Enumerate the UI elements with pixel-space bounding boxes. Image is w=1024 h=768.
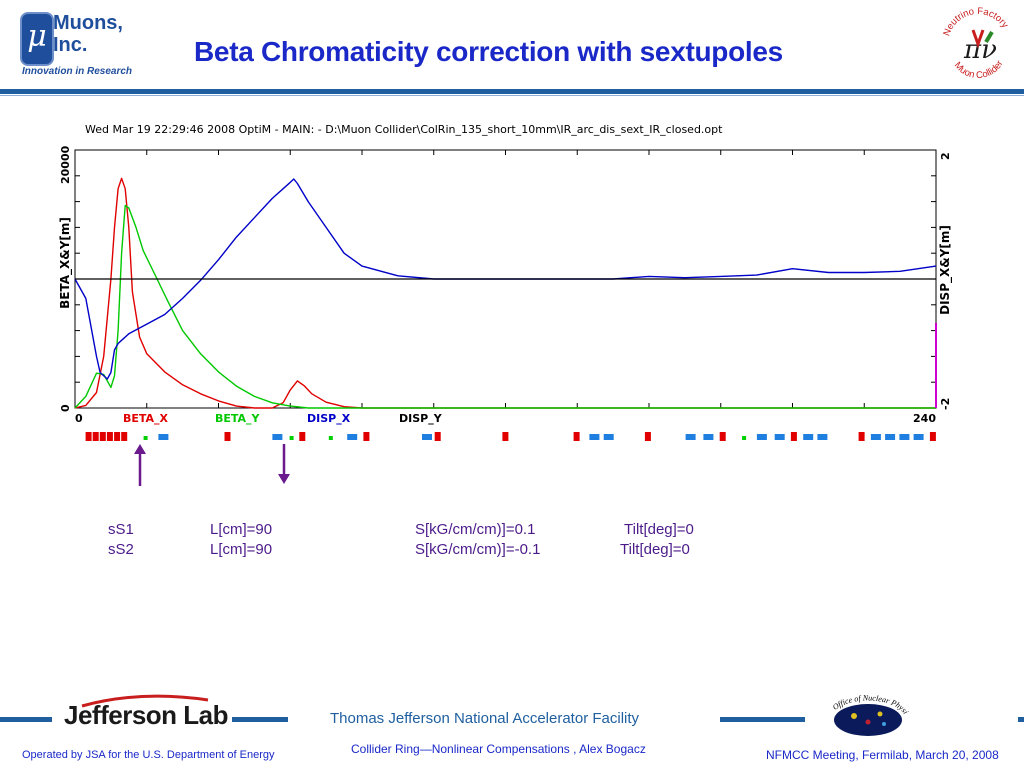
muons-inc-logo-name: Muons, Inc. bbox=[53, 12, 123, 56]
lattice-quad bbox=[422, 434, 432, 440]
lattice-quad bbox=[756, 434, 767, 440]
series-line-beta-x bbox=[74, 177, 936, 409]
lattice-dipole bbox=[502, 432, 509, 441]
lattice-quad bbox=[158, 434, 169, 440]
optics-plot: Wed Mar 19 22:29:46 2008 OptiM - MAIN: -… bbox=[58, 123, 953, 425]
lattice-dipole bbox=[790, 432, 797, 441]
lattice-dipole bbox=[644, 432, 651, 441]
jefferson-lab-swoosh bbox=[81, 694, 209, 708]
legend-beta-x: BETA_X bbox=[123, 412, 169, 425]
x-tick-left: 0 bbox=[75, 412, 83, 425]
lattice-quad bbox=[685, 434, 696, 440]
series-group bbox=[74, 177, 937, 409]
lattice-dipole bbox=[106, 432, 113, 441]
lattice-quad bbox=[703, 434, 714, 440]
param-row-sS1-name: sS1 bbox=[108, 521, 134, 538]
lattice-quad bbox=[589, 434, 600, 440]
lattice-dipole bbox=[121, 432, 128, 441]
x-tick-right: 240 bbox=[913, 412, 936, 425]
lattice-quad bbox=[899, 434, 910, 440]
arrow-sS1 bbox=[134, 444, 146, 486]
office-of-nuclear-physics-logo: Office of Nuclear Physics bbox=[818, 692, 910, 736]
lattice-elements bbox=[85, 432, 936, 441]
footer-operator: Operated by JSA for the U.S. Department … bbox=[22, 749, 275, 761]
legend: BETA_X BETA_Y DISP_X DISP_Y bbox=[123, 412, 443, 425]
footer-facility-name: Thomas Jefferson National Accelerator Fa… bbox=[330, 710, 640, 727]
lattice-quad bbox=[870, 434, 881, 440]
footer-meeting: NFMCC Meeting, Fermilab, March 20, 2008 bbox=[766, 748, 999, 762]
footer-rule-left bbox=[0, 717, 52, 722]
tick-marks bbox=[74, 149, 937, 409]
param-row-sS2-tilt: Tilt[deg]=0 bbox=[620, 541, 690, 558]
y-tick-left-bottom: 0 bbox=[59, 404, 72, 412]
muons-inc-logo-mark: μ bbox=[20, 12, 54, 66]
lattice-dipole bbox=[99, 432, 106, 441]
lattice-dipole bbox=[858, 432, 865, 441]
y-tick-right-bottom: -2 bbox=[939, 398, 952, 410]
lattice-dipole bbox=[92, 432, 99, 441]
lattice-dipole bbox=[573, 432, 580, 441]
lattice-dipole bbox=[85, 432, 92, 441]
param-row-sS1-tilt: Tilt[deg]=0 bbox=[624, 521, 694, 538]
lattice-quad bbox=[803, 434, 814, 440]
lattice-dipole bbox=[363, 432, 370, 441]
lattice-dipole bbox=[434, 432, 441, 441]
lattice-dipole bbox=[719, 432, 726, 441]
lattice-quad bbox=[347, 434, 358, 440]
lattice-dipole bbox=[929, 432, 936, 441]
y-axis-label-right: DISP_X&Y[m] bbox=[938, 225, 953, 315]
param-row-sS2-strength: S[kG/cm/cm)]=-0.1 bbox=[415, 541, 541, 558]
footer-rule-right bbox=[1018, 717, 1024, 722]
neutrino-factory-logo: Neutrino Factory Muon Collider πν bbox=[941, 6, 1010, 81]
muons-inc-tagline: Innovation in Research bbox=[22, 66, 133, 77]
lattice-dipole bbox=[114, 432, 121, 441]
series-line-disp-x bbox=[74, 178, 937, 380]
jefferson-lab-logo: Jefferson Lab bbox=[64, 700, 229, 730]
header-rule-thin bbox=[0, 95, 1024, 96]
lattice-sextupole bbox=[742, 436, 747, 440]
lattice-quad bbox=[885, 434, 896, 440]
chart-title: Wed Mar 19 22:29:46 2008 OptiM - MAIN: -… bbox=[85, 123, 723, 136]
lattice-sextupole bbox=[143, 436, 148, 440]
lattice-quad bbox=[603, 434, 614, 440]
legend-beta-y: BETA_Y bbox=[215, 412, 261, 425]
param-row-sS2-name: sS2 bbox=[108, 541, 134, 558]
y-tick-right-top: 2 bbox=[939, 152, 952, 160]
lattice-dipole bbox=[299, 432, 306, 441]
y-tick-left-top: 20000 bbox=[59, 145, 72, 184]
param-row-sS2-length: L[cm]=90 bbox=[210, 541, 273, 558]
arrow-sS2 bbox=[278, 444, 290, 484]
lattice-quad bbox=[817, 434, 828, 440]
param-row-sS1-length: L[cm]=90 bbox=[210, 521, 273, 538]
param-row-sS1-strength: S[kG/cm/cm)]=0.1 bbox=[415, 521, 536, 538]
footer-rule-mid2 bbox=[720, 717, 805, 722]
y-axis-label-left: BETA_X&Y[m] bbox=[58, 217, 73, 309]
lattice-dipole bbox=[224, 432, 231, 441]
lattice-sextupole bbox=[289, 436, 294, 440]
legend-disp-y: DISP_Y bbox=[399, 412, 443, 425]
footer-rule-mid1 bbox=[232, 717, 288, 722]
page-title: Beta Chromaticity correction with sextup… bbox=[194, 36, 783, 67]
lattice-quad bbox=[272, 434, 283, 440]
legend-disp-x: DISP_X bbox=[307, 412, 351, 425]
lattice-quad bbox=[774, 434, 785, 440]
header-rule bbox=[0, 89, 1024, 94]
lattice-quad bbox=[913, 434, 924, 440]
neutrino-factory-logo-top-text: Neutrino Factory bbox=[941, 6, 1010, 38]
footer-talk-title: Collider Ring—Nonlinear Compensations , … bbox=[351, 742, 646, 756]
series-line-beta-y bbox=[74, 204, 936, 409]
lattice-sextupole bbox=[328, 436, 333, 440]
